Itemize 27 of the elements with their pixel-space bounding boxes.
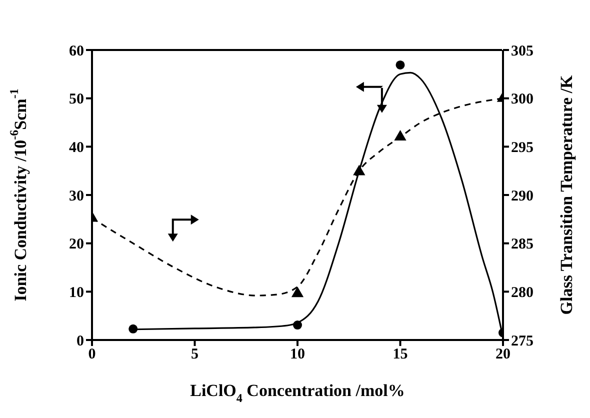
- point: [394, 130, 406, 141]
- y2-tick-label: 280: [511, 284, 534, 301]
- y-tick-label: 20: [69, 236, 84, 253]
- y-tick-label: 30: [69, 188, 84, 204]
- y-tick-label: 50: [69, 92, 84, 108]
- point: [292, 320, 302, 330]
- y2-tick-label: 295: [511, 140, 534, 156]
- y2-tick-label: 305: [511, 43, 534, 60]
- x-tick-label: 15: [392, 346, 408, 363]
- point: [291, 286, 304, 298]
- y-tick-label: 60: [69, 43, 84, 60]
- y2-axis-title: Glass Transition Temperature /K: [556, 74, 576, 315]
- y-tick-label: 10: [69, 284, 84, 301]
- point: [128, 324, 138, 334]
- y2-tick-label: 285: [511, 236, 534, 253]
- x-tick-label: 20: [496, 346, 510, 363]
- x-axis-title: LiClO$_{4}$ Concentration /mol%: [190, 380, 405, 405]
- x-tick-label: 5: [191, 346, 198, 363]
- point: [396, 60, 405, 70]
- x-tick-label: 10: [290, 346, 305, 363]
- y2-tick-label: 300: [511, 92, 534, 108]
- x-tick-label: 0: [88, 346, 96, 363]
- y2-tick-label: 275: [511, 333, 534, 350]
- y-tick-label: 0: [76, 333, 84, 350]
- y-tick-label: 40: [69, 140, 84, 156]
- point: [353, 164, 366, 176]
- y2-tick-label: 290: [511, 188, 534, 204]
